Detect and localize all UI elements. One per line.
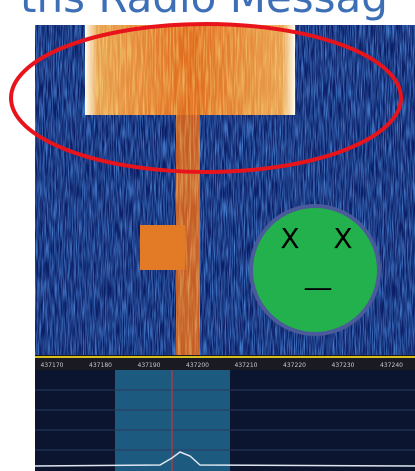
frequency-label: 437180: [89, 362, 112, 369]
mouth: __: [304, 261, 332, 291]
frequency-label: 437190: [138, 362, 161, 369]
frequency-label: 437170: [41, 362, 64, 369]
screenshot: ths Radio Messag X X __ 437170 437180 4371…: [0, 0, 415, 471]
frequency-label: 437230: [332, 362, 355, 369]
frequency-label: 437240: [380, 362, 403, 369]
frequency-label: 437220: [283, 362, 306, 369]
left-eye: X: [280, 222, 299, 255]
right-eye: X: [333, 222, 352, 255]
face: X X __: [251, 206, 379, 334]
spectrum: [35, 370, 415, 471]
title: ths Radio Messag: [20, 0, 388, 22]
frequency-label: 437210: [235, 362, 258, 369]
frequency-label: 437200: [186, 362, 209, 369]
page: {"header":{"title":"ths Radio Messag"}, …: [0, 0, 415, 471]
